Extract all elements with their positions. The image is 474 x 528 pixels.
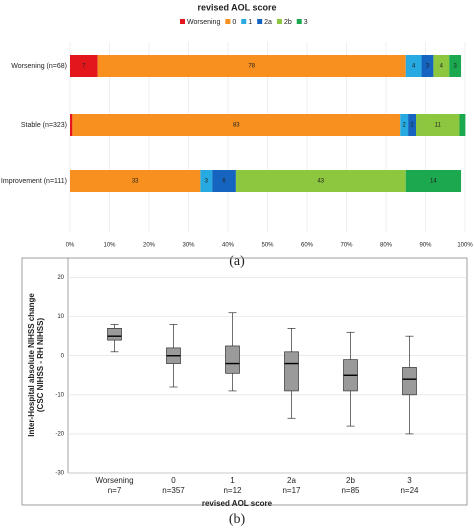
legend-swatch <box>276 19 282 24</box>
x-tick-count: n=12 <box>223 486 242 495</box>
chart-title: revised AOL score <box>197 2 276 12</box>
x-tick-label: 2a <box>287 476 296 485</box>
bar-segment <box>72 114 401 136</box>
legend-label: 2a <box>264 19 272 26</box>
x-tick-count: n=24 <box>400 486 419 495</box>
data-label: 11 <box>435 123 442 129</box>
bar-segment <box>200 170 213 192</box>
legend-swatch <box>296 19 302 24</box>
y-tick-label: 20 <box>57 275 64 281</box>
bar-segment <box>459 114 466 136</box>
legend-label: 0 <box>232 19 236 26</box>
x-tick-label: 90% <box>419 243 432 249</box>
legend-label: 1 <box>248 19 252 26</box>
caption: (a) <box>229 254 245 269</box>
x-axis-title: revised AOL score <box>202 499 273 508</box>
data-label: 83 <box>233 123 240 129</box>
legend-label: 2b <box>284 19 292 26</box>
y-tick-label: 10 <box>57 314 64 320</box>
y-tick-label: -20 <box>55 431 64 437</box>
legend-label: Worsening <box>187 19 220 26</box>
bar-segment <box>416 114 460 136</box>
x-tick-label: 0% <box>66 243 75 249</box>
x-tick-count: n=7 <box>108 486 122 495</box>
data-label: 4 <box>412 64 416 70</box>
x-tick-label: 10% <box>103 243 116 249</box>
y-tick-label: Improvement (n=111) <box>1 178 67 185</box>
x-tick-label: 0 <box>171 476 176 485</box>
bar-segment <box>70 55 98 77</box>
box <box>284 351 299 392</box>
data-label: 4 <box>440 64 444 70</box>
x-tick-label: 3 <box>407 476 412 485</box>
bar-segment <box>400 114 409 136</box>
legend-swatch <box>225 19 231 24</box>
y-tick-label: 0 <box>61 353 65 359</box>
x-tick-label: 80% <box>380 243 393 249</box>
plot-frame <box>21 257 468 506</box>
legend-swatch <box>180 19 185 24</box>
legend-swatch <box>241 19 247 24</box>
bar-segment <box>70 170 201 192</box>
x-tick-count: n=357 <box>162 486 185 495</box>
bar-segment <box>405 55 422 77</box>
bar-segment <box>408 114 417 136</box>
data-label: 3 <box>453 64 457 70</box>
x-tick-label: 40% <box>222 243 235 249</box>
bar-segment <box>70 114 73 136</box>
caption: (b) <box>229 512 246 527</box>
bar-segment <box>421 55 434 77</box>
data-label: 2 <box>402 123 406 129</box>
legend-swatch <box>257 19 263 24</box>
x-tick-label: 2b <box>346 476 355 485</box>
data-label: 3 <box>205 179 209 185</box>
data-label: 33 <box>132 179 139 185</box>
bar-segment <box>235 170 406 192</box>
legend-label: 3 <box>304 19 308 26</box>
x-tick-label: 70% <box>340 243 353 249</box>
data-label: 7 <box>82 64 86 70</box>
bar-segment <box>449 55 462 77</box>
y-axis-title: Inter-Hospital absolute NIHSS change <box>27 293 36 437</box>
x-tick-label: Worsening <box>95 476 133 485</box>
x-tick-label: 1 <box>230 476 235 485</box>
y-tick-label: -30 <box>55 471 64 477</box>
y-tick-label: Stable (n=323) <box>21 122 67 129</box>
box <box>402 367 417 396</box>
y-axis-title: (CSC NIHSS - RH NIHSS) <box>36 318 45 413</box>
y-tick-label: -10 <box>55 392 64 398</box>
x-tick-label: 100% <box>457 243 473 249</box>
box <box>107 328 122 341</box>
data-label: 3 <box>426 64 430 70</box>
bar-segment <box>433 55 450 77</box>
x-tick-label: 30% <box>182 243 195 249</box>
data-label: 43 <box>317 179 324 185</box>
data-label: 14 <box>430 179 437 185</box>
bar-segment <box>212 170 236 192</box>
data-label: 78 <box>248 64 255 70</box>
data-label: 6 <box>222 179 226 185</box>
x-tick-label: 20% <box>143 243 156 249</box>
x-tick-label: 60% <box>301 243 314 249</box>
y-tick-label: Worsening (n=68) <box>11 63 67 70</box>
x-tick-count: n=17 <box>282 486 301 495</box>
box <box>225 345 240 374</box>
x-tick-label: 50% <box>261 243 274 249</box>
bar-segment <box>405 170 462 192</box>
data-label: 2 <box>410 123 414 129</box>
bar-segment <box>97 55 406 77</box>
x-tick-count: n=85 <box>341 486 360 495</box>
